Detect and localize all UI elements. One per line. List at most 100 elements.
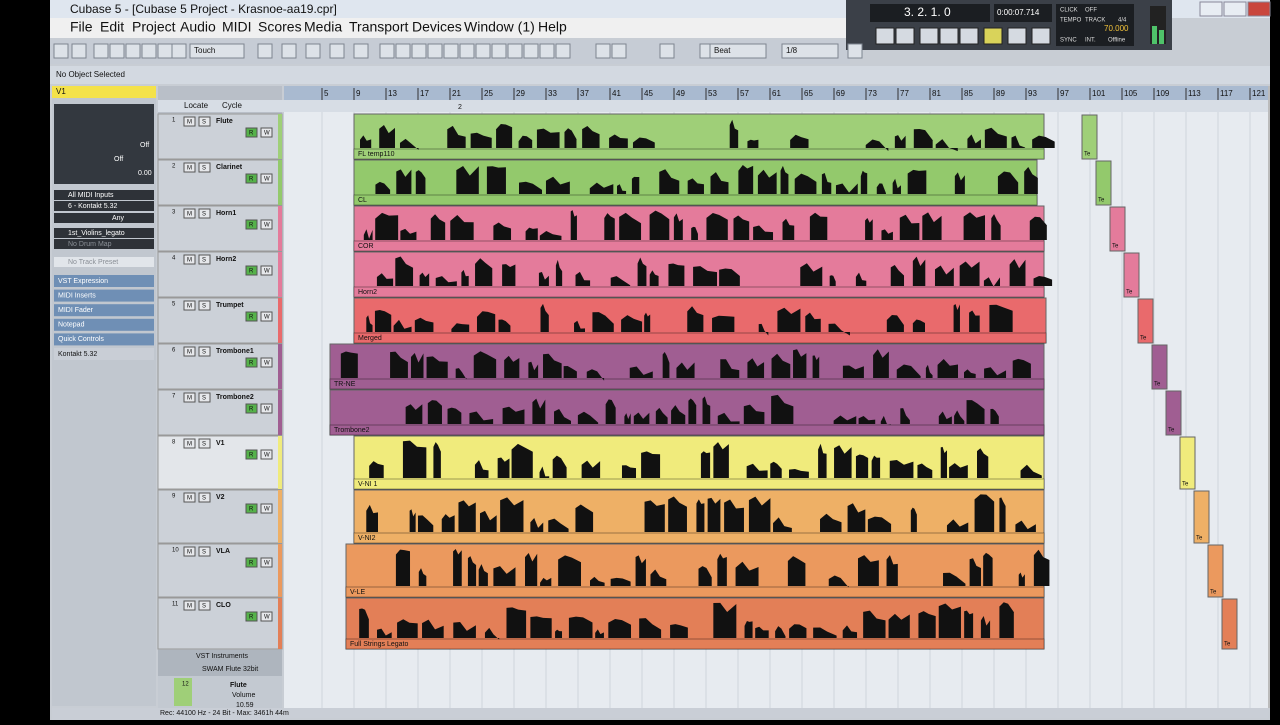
tail-part[interactable] xyxy=(1151,344,1168,390)
toolbar-button[interactable] xyxy=(257,43,273,59)
track-button[interactable] xyxy=(198,346,211,357)
toolbar-button[interactable] xyxy=(53,43,69,59)
track-button[interactable] xyxy=(183,600,196,611)
track-button[interactable] xyxy=(183,492,196,503)
toolbar-button[interactable] xyxy=(305,43,321,59)
toolbar-button[interactable] xyxy=(659,43,675,59)
track-button[interactable] xyxy=(198,600,211,611)
track-button[interactable] xyxy=(245,611,258,622)
toolbar-button[interactable] xyxy=(555,43,571,59)
track-button[interactable] xyxy=(245,503,258,514)
inspector-field[interactable] xyxy=(54,213,154,223)
track-button[interactable] xyxy=(183,254,196,265)
track-button[interactable] xyxy=(183,546,196,557)
track-button[interactable] xyxy=(198,254,211,265)
inspector-field[interactable] xyxy=(54,239,154,249)
minimize-button[interactable] xyxy=(1199,1,1223,17)
track-button[interactable] xyxy=(260,127,273,138)
track-button[interactable] xyxy=(245,557,258,568)
transport-button[interactable] xyxy=(939,27,959,45)
toolbar-button[interactable] xyxy=(353,43,369,59)
tail-part[interactable] xyxy=(1109,206,1126,252)
inspector-section[interactable] xyxy=(54,318,154,331)
automation-box[interactable] xyxy=(189,43,245,59)
toolbar-button[interactable] xyxy=(395,43,411,59)
toolbar-button[interactable] xyxy=(281,43,297,59)
track-button[interactable] xyxy=(260,503,273,514)
track-button[interactable] xyxy=(183,300,196,311)
track-button[interactable] xyxy=(260,265,273,276)
h-scrollbar[interactable] xyxy=(284,708,1268,718)
toolbar-button[interactable] xyxy=(595,43,611,59)
inspector-section[interactable] xyxy=(54,275,154,287)
tail-part[interactable] xyxy=(1137,298,1154,344)
track-header[interactable] xyxy=(157,597,283,650)
track-button[interactable] xyxy=(245,265,258,276)
track-button[interactable] xyxy=(245,127,258,138)
track-button[interactable] xyxy=(260,403,273,414)
inspector-section[interactable] xyxy=(54,333,154,346)
track-button[interactable] xyxy=(183,438,196,449)
toolbar-button[interactable] xyxy=(491,43,507,59)
transport-button[interactable] xyxy=(895,27,915,45)
transport-button[interactable] xyxy=(1007,27,1027,45)
track-button[interactable] xyxy=(245,449,258,460)
inspector-section[interactable] xyxy=(54,304,154,317)
toolbar-button[interactable] xyxy=(427,43,443,59)
inspector-section[interactable] xyxy=(54,348,154,360)
track-button[interactable] xyxy=(260,219,273,230)
track-button[interactable] xyxy=(198,392,211,403)
tail-part[interactable] xyxy=(1221,598,1238,650)
toolbar-button[interactable] xyxy=(523,43,539,59)
track-button[interactable] xyxy=(245,173,258,184)
toolbar-button[interactable] xyxy=(443,43,459,59)
toolbar-button[interactable] xyxy=(459,43,475,59)
tail-part[interactable] xyxy=(1179,436,1196,490)
toolbar-button[interactable] xyxy=(411,43,427,59)
tail-part[interactable] xyxy=(1193,490,1210,544)
track-button[interactable] xyxy=(183,346,196,357)
track-button[interactable] xyxy=(198,162,211,173)
track-button[interactable] xyxy=(198,300,211,311)
transport-button[interactable] xyxy=(919,27,939,45)
toolbar-button[interactable] xyxy=(539,43,555,59)
toolbar-button[interactable] xyxy=(847,43,863,59)
transport-button[interactable] xyxy=(875,27,895,45)
inspector-field[interactable] xyxy=(54,228,154,238)
tail-part[interactable] xyxy=(1123,252,1140,298)
track-button[interactable] xyxy=(198,492,211,503)
toolbar-button[interactable] xyxy=(507,43,523,59)
track-button[interactable] xyxy=(183,392,196,403)
toolbar-button[interactable] xyxy=(141,43,157,59)
track-button[interactable] xyxy=(198,116,211,127)
track-button[interactable] xyxy=(260,311,273,322)
track-button[interactable] xyxy=(260,357,273,368)
toolbar-button[interactable] xyxy=(125,43,141,59)
toolbar-button[interactable] xyxy=(157,43,173,59)
transport-button[interactable] xyxy=(983,27,1003,45)
toolbar-button[interactable] xyxy=(379,43,395,59)
transport-button[interactable] xyxy=(1031,27,1051,45)
track-button[interactable] xyxy=(245,403,258,414)
inspector-field[interactable] xyxy=(54,257,154,267)
track-button[interactable] xyxy=(260,611,273,622)
inspector-field[interactable] xyxy=(54,190,154,200)
close-button[interactable] xyxy=(1247,1,1271,17)
track-header[interactable] xyxy=(157,543,283,598)
track-button[interactable] xyxy=(183,162,196,173)
track-header[interactable] xyxy=(157,489,283,544)
inspector-section[interactable] xyxy=(54,289,154,302)
track-button[interactable] xyxy=(260,173,273,184)
restore-button[interactable] xyxy=(1223,1,1247,17)
toolbar-button[interactable] xyxy=(71,43,87,59)
track-button[interactable] xyxy=(198,546,211,557)
track-button[interactable] xyxy=(245,219,258,230)
toolbar-button[interactable] xyxy=(329,43,345,59)
tail-part[interactable] xyxy=(1165,390,1182,436)
tail-part[interactable] xyxy=(1095,160,1112,206)
toolbar-button[interactable] xyxy=(93,43,109,59)
toolbar-button[interactable] xyxy=(475,43,491,59)
grid-box[interactable] xyxy=(709,43,767,59)
track-button[interactable] xyxy=(198,438,211,449)
transport-button[interactable] xyxy=(959,27,979,45)
